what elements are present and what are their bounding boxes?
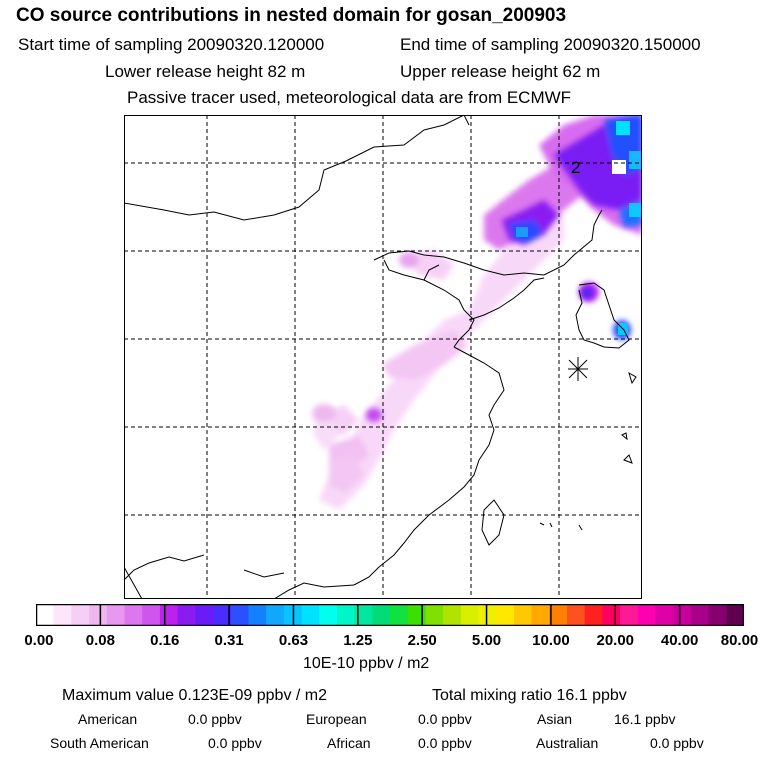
colorbar-cell xyxy=(602,604,621,626)
lower-release-height: Lower release height 82 m xyxy=(105,62,306,81)
colorbar-cell xyxy=(513,604,533,626)
colorbar-cell xyxy=(443,604,462,626)
end-time: End time of sampling 20090320.150000 xyxy=(400,35,701,54)
colorbar-cell xyxy=(655,604,674,626)
start-time: Start time of sampling 20090320.120000 xyxy=(18,35,325,54)
colorbar-cell xyxy=(390,604,409,626)
upper-release-height: Upper release height 62 m xyxy=(400,62,601,81)
asian-label: Asian xyxy=(537,711,573,727)
colorbar-tick-label: 0.31 xyxy=(214,632,244,649)
colorbar-tick-label: 20.00 xyxy=(596,632,635,649)
colorbar-cell xyxy=(159,604,179,626)
colorbar-cell xyxy=(690,604,710,626)
african-value: 0.0 ppbv xyxy=(418,735,472,751)
colorbar-cell xyxy=(708,604,727,626)
lat-lon-grid xyxy=(124,115,642,599)
map-frame xyxy=(124,115,642,599)
colorbar-tick-label: 2.50 xyxy=(407,632,437,649)
colorbar-cell xyxy=(142,604,161,626)
colorbar-cell xyxy=(36,604,55,626)
colorbar-cell xyxy=(637,604,656,626)
american-label: American xyxy=(78,711,138,727)
colorbar-cell xyxy=(354,604,373,626)
colorbar-cell xyxy=(89,604,108,626)
plume-light xyxy=(312,210,564,510)
colorbar-tick-label: 1.25 xyxy=(343,632,373,649)
colorbar-tick-label: 40.00 xyxy=(660,632,699,649)
colorbar-cell xyxy=(177,604,196,626)
total-mixing-ratio: Total mixing ratio 16.1 ppbv xyxy=(432,687,627,704)
colorbar-cell xyxy=(531,604,550,626)
australian-label: Australian xyxy=(536,735,599,751)
colorbar-tick-label: 80.00 xyxy=(720,632,759,649)
colorbar-tick-labels: 0.00 0.08 0.16 0.31 0.63 1.25 2.50 5.00 10.00 20.… xyxy=(0,632,768,652)
colorbar-cell xyxy=(71,604,90,626)
colorbar-frame xyxy=(36,604,744,626)
colorbar-unit: 10E-10 ppbv / m2 xyxy=(303,655,430,672)
colorbar-cell xyxy=(460,604,479,626)
colorbar-tick-label: 10.00 xyxy=(532,632,570,649)
colorbar-cell xyxy=(248,604,267,626)
colorbar-cell xyxy=(407,604,426,626)
south-american-label: South American xyxy=(50,735,149,751)
marker-label: 2 xyxy=(571,158,580,177)
colorbar-cell xyxy=(336,604,356,626)
colorbar-dividers xyxy=(99,604,681,626)
colorbar-cell xyxy=(53,604,72,626)
peak-cyan-2 xyxy=(629,203,642,217)
map-title: CO source contributions in nested domain… xyxy=(16,5,567,26)
tracer-note: Passive tracer used, meteorological data… xyxy=(127,88,572,107)
colorbar-cell xyxy=(266,604,285,626)
south-american-value: 0.0 ppbv xyxy=(208,735,262,751)
peak-blue-2 xyxy=(516,227,528,237)
colorbar-cell xyxy=(106,604,125,626)
colorbar-cell xyxy=(425,604,444,626)
australian-value: 0.0 ppbv xyxy=(650,735,704,751)
concentration-field xyxy=(312,115,642,510)
colorbar-cell xyxy=(620,604,639,626)
colorbar-cell xyxy=(319,604,338,626)
colorbar-tick-label: 0.00 xyxy=(24,632,54,649)
clear-gap xyxy=(612,160,626,174)
colorbar-tick-label: 0.08 xyxy=(85,632,115,649)
colorbar-cell xyxy=(496,604,515,626)
colorbar-tick-label: 5.00 xyxy=(471,632,502,649)
asian-value: 16.1 ppbv xyxy=(614,711,676,727)
colorbar-cell xyxy=(478,604,497,626)
colorbar-cell xyxy=(124,604,143,626)
coastlines xyxy=(124,115,637,599)
colorbar-cell xyxy=(195,604,214,626)
colorbar-cell xyxy=(372,604,391,626)
colorbar xyxy=(36,604,744,626)
colorbar-cell xyxy=(567,604,586,626)
colorbar-cell xyxy=(213,604,232,626)
peak-cyan-1 xyxy=(616,121,630,135)
colorbar-cell xyxy=(230,604,249,626)
receptor-star-icon xyxy=(568,357,588,381)
peak-blue-1 xyxy=(629,151,642,169)
colorbar-tick-label: 0.63 xyxy=(278,632,309,649)
colorbar-cells xyxy=(36,604,744,626)
colorbar-cell xyxy=(301,604,320,626)
european-value: 0.0 ppbv xyxy=(418,711,472,727)
colorbar-cell xyxy=(726,604,744,626)
colorbar-cell xyxy=(584,604,603,626)
map-panel: 2 xyxy=(124,115,642,599)
american-value: 0.0 ppbv xyxy=(188,711,242,727)
european-label: European xyxy=(306,711,367,727)
african-label: African xyxy=(327,735,371,751)
maximum-value: Maximum value 0.123E-09 ppbv / m2 xyxy=(62,687,328,704)
colorbar-tick-label: 0.16 xyxy=(150,632,180,649)
colorbar-cell xyxy=(549,604,568,626)
colorbar-cell xyxy=(673,604,692,626)
